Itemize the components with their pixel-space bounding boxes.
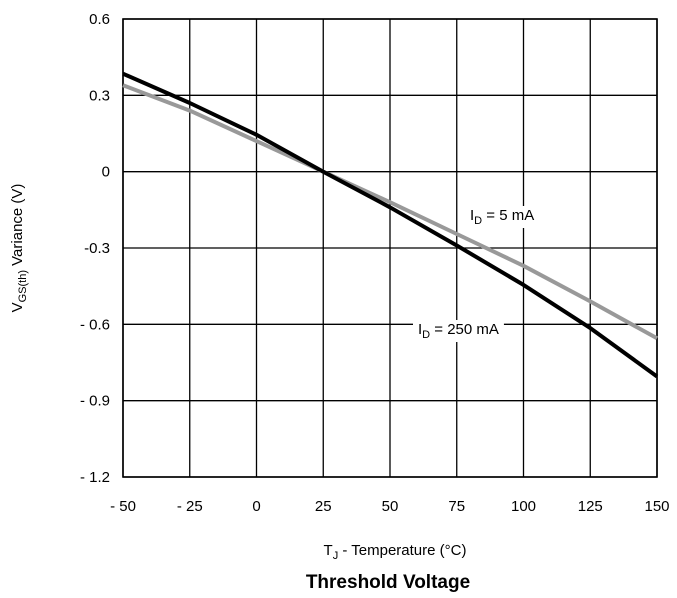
y-tick-label: - 0.9 [80, 393, 110, 410]
y-tick-label: - 1.2 [80, 469, 110, 486]
x-tick-label: 0 [252, 498, 260, 515]
x-tick-label: 100 [511, 498, 536, 515]
x-tick-label: 125 [578, 498, 603, 515]
series-layer [122, 71, 659, 379]
tick-labels: - 50 - 25 0 25 50 75 100 125 150 0.6 0.3 0 -0.3 - 0.6… [80, 11, 670, 515]
grid [122, 18, 658, 478]
x-tick-label: - 50 [110, 498, 136, 515]
plot-frame [122, 18, 658, 478]
x-tick-label: 50 [382, 498, 399, 515]
svg-text:ID = 250 mA: ID = 250 mA [418, 321, 499, 341]
svg-text:ID = 5 mA: ID = 5 mA [470, 207, 534, 227]
x-tick-label: 25 [315, 498, 332, 515]
x-axis-label: TJ - Temperature (°C) [324, 542, 467, 562]
series-label: ID = 5 mA [465, 206, 540, 228]
x-tick-label: 75 [448, 498, 465, 515]
annotations: ID = 5 mA ID = 250 mA [413, 206, 540, 342]
y-tick-label: - 0.6 [80, 316, 110, 333]
series-line-1 [122, 71, 659, 379]
y-axis-label: VGS(th) Variance (V) [9, 184, 29, 313]
x-tick-label: 150 [644, 498, 669, 515]
y-tick-label: 0.3 [89, 87, 110, 104]
series-line-0 [122, 83, 658, 341]
y-tick-label: 0 [102, 164, 110, 181]
y-tick-label: 0.6 [89, 11, 110, 28]
x-tick-label: - 25 [177, 498, 203, 515]
y-tick-label: -0.3 [84, 240, 110, 257]
series-label: ID = 250 mA [413, 320, 504, 342]
chart-title: Threshold Voltage [306, 572, 470, 593]
